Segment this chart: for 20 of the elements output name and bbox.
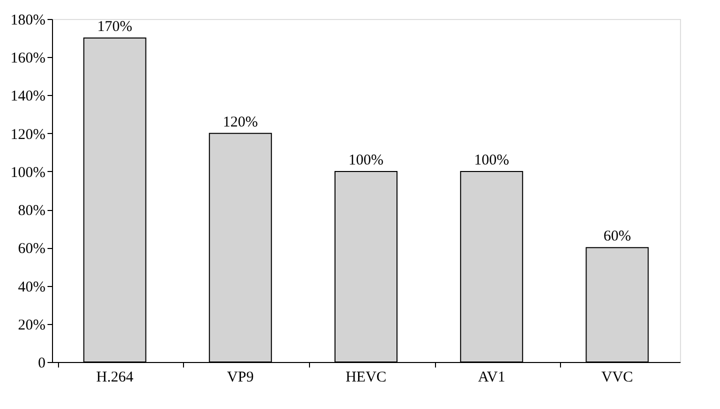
x-tick-label: HEVC [346, 370, 386, 386]
data-label: 170% [97, 19, 132, 36]
x-tick-label: VP9 [227, 370, 254, 386]
y-tick-label: 0 [38, 356, 46, 372]
y-tick-label: 60% [18, 241, 46, 258]
data-label: 100% [474, 152, 510, 168]
x-tick-label: VVC [601, 370, 634, 386]
x-tick-label: H.264 [96, 370, 134, 386]
data-label: 60% [603, 228, 631, 245]
x-tick-label: AV1 [478, 370, 506, 386]
y-tick-label: 100% [10, 164, 46, 181]
y-tick-label: 140% [10, 88, 46, 105]
y-tick-label: 180% [10, 12, 46, 28]
y-tick-label: 20% [18, 317, 46, 334]
data-label: 100% [348, 152, 384, 168]
y-tick-label: 80% [18, 203, 46, 220]
y-tick-label: 40% [18, 279, 46, 296]
y-tick-label: 160% [10, 50, 46, 67]
y-tick-label: 120% [10, 126, 46, 143]
data-label: 120% [222, 114, 258, 130]
